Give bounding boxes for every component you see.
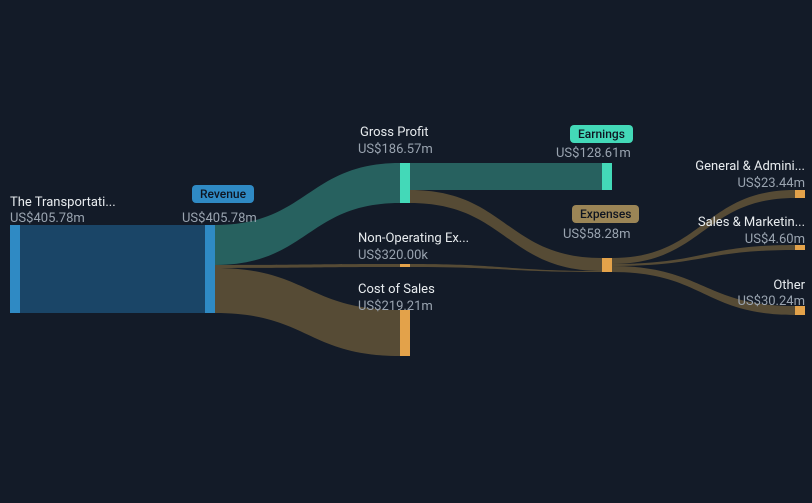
sankey-chart [0, 0, 812, 503]
sankey-node-expenses[interactable] [602, 258, 612, 272]
sankey-link [215, 264, 400, 268]
sankey-node-transportation[interactable] [10, 225, 20, 313]
sankey-node-revenue[interactable] [205, 225, 215, 313]
sankey-node-sm[interactable] [795, 245, 805, 250]
sankey-node-earnings[interactable] [602, 163, 612, 190]
sankey-link [612, 266, 795, 315]
sankey-node-gross_profit[interactable] [400, 163, 410, 203]
sankey-node-cos[interactable] [400, 310, 410, 356]
sankey-link [612, 190, 795, 264]
sankey-link [20, 225, 205, 313]
sankey-link [410, 190, 602, 271]
sankey-node-nonop[interactable] [400, 264, 410, 267]
sankey-link [215, 163, 400, 265]
sankey-node-other[interactable] [795, 306, 805, 315]
sankey-link [612, 245, 795, 266]
sankey-link [215, 268, 400, 356]
sankey-node-ga[interactable] [795, 190, 805, 198]
sankey-link [410, 163, 602, 190]
